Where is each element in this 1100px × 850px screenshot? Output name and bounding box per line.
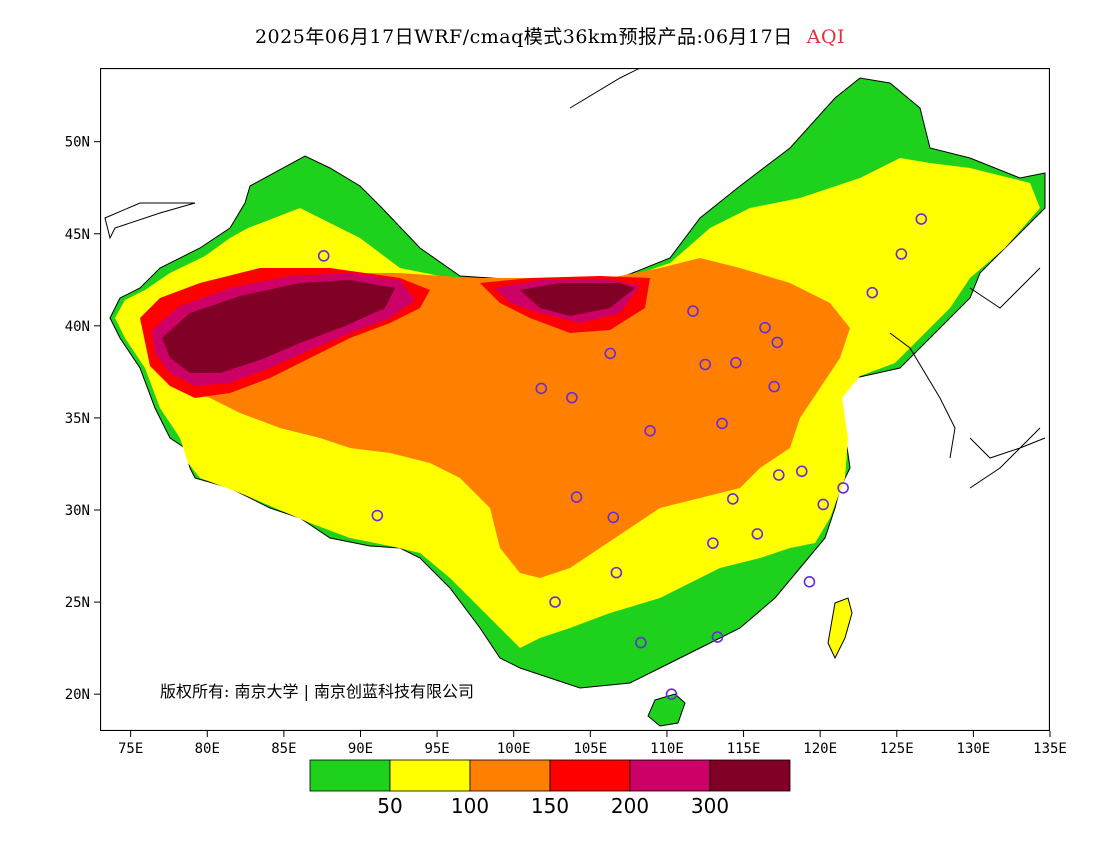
coastline [104,68,1046,489]
city-markers [317,213,928,700]
lon-tick-label: 90E [348,741,373,757]
city-marker [795,465,808,478]
city-marker [915,213,928,225]
city-marker [665,688,678,700]
city-marker [759,321,771,334]
lon-tick-label: 85E [271,741,296,757]
lon-tick-label: 95E [424,741,449,757]
island-hainan [647,693,686,727]
legend-swatch [469,759,551,792]
city-marker [730,356,742,369]
legend-swatch [549,759,631,792]
legend-label: 100 [451,794,489,818]
city-marker [707,537,719,549]
city-marker [570,491,583,503]
region-hazardous [162,280,395,373]
city-marker [317,250,330,262]
city-marker [837,482,849,494]
lon-tick-label: 115E [727,741,761,757]
legend-label: 150 [531,794,569,818]
title-text: 2025年06月17日WRF/cmaq模式36km预报产品:06月17日 [254,26,793,48]
lon-tick-label: 125E [880,741,914,757]
lon-tick-label: 75E [118,741,143,757]
lon-tick-label: 105E [573,741,607,757]
legend-label: 200 [611,794,649,818]
region-hazardous-north [520,283,635,316]
map-frame [100,68,1050,731]
city-marker [549,596,561,608]
city-marker [610,566,623,579]
city-marker [751,528,764,540]
city-marker [535,382,548,395]
legend-swatch [389,759,471,792]
lon-tick-label: 110E [650,741,684,757]
city-marker [604,347,617,360]
lat-tick-label: 20N [65,687,90,703]
city-marker [866,286,879,299]
city-marker [727,493,739,505]
city-marker [895,248,908,260]
city-marker [716,417,728,430]
lat-tick-label: 35N [65,411,90,427]
city-marker [687,305,699,317]
legend-label: 50 [377,794,402,818]
legend-swatch [629,759,711,792]
city-marker [768,380,780,393]
city-marker [803,576,816,588]
title-variable: AQI [806,26,846,48]
lon-tick-label: 120E [803,741,837,757]
lon-tick-label: 100E [497,741,531,757]
latitude-ticks: 50N 45N 40N 35N 30N 25N 20N [65,135,100,703]
city-marker [771,336,784,349]
city-marker [711,631,724,643]
lon-tick-label: 135E [1033,741,1067,757]
aqi-forecast-map: 版权所有: 南京大学 | 南京创蓝科技有限公司 [100,68,1050,731]
lat-tick-label: 50N [65,135,90,151]
city-marker [644,425,656,437]
city-marker [772,469,785,481]
lon-tick-label: 80E [195,741,220,757]
city-marker [635,636,647,649]
color-legend [309,759,791,792]
legend-swatch [309,759,391,792]
lon-tick-label: 130E [957,741,991,757]
lat-tick-label: 30N [65,503,90,519]
legend-labels: 50 100 150 200 300 [377,794,729,818]
city-marker [371,509,384,522]
city-marker [699,358,712,371]
legend-label: 300 [691,794,729,818]
lat-tick-label: 25N [65,595,90,611]
city-marker [817,498,830,511]
lat-tick-label: 40N [65,319,90,335]
copyright-text: 版权所有: 南京大学 | 南京创蓝科技有限公司 [160,682,474,701]
lat-tick-label: 45N [65,227,90,243]
map-title: 2025年06月17日WRF/cmaq模式36km预报产品:06月17日 AQI [0,22,1100,49]
city-marker [566,391,578,404]
city-marker [607,511,620,524]
longitude-ticks: 75E 80E 85E 90E 95E 100E 105E 110E 115E 120E 125E 1… [118,731,1067,757]
legend-swatch [709,759,791,792]
island-taiwan [827,597,853,660]
